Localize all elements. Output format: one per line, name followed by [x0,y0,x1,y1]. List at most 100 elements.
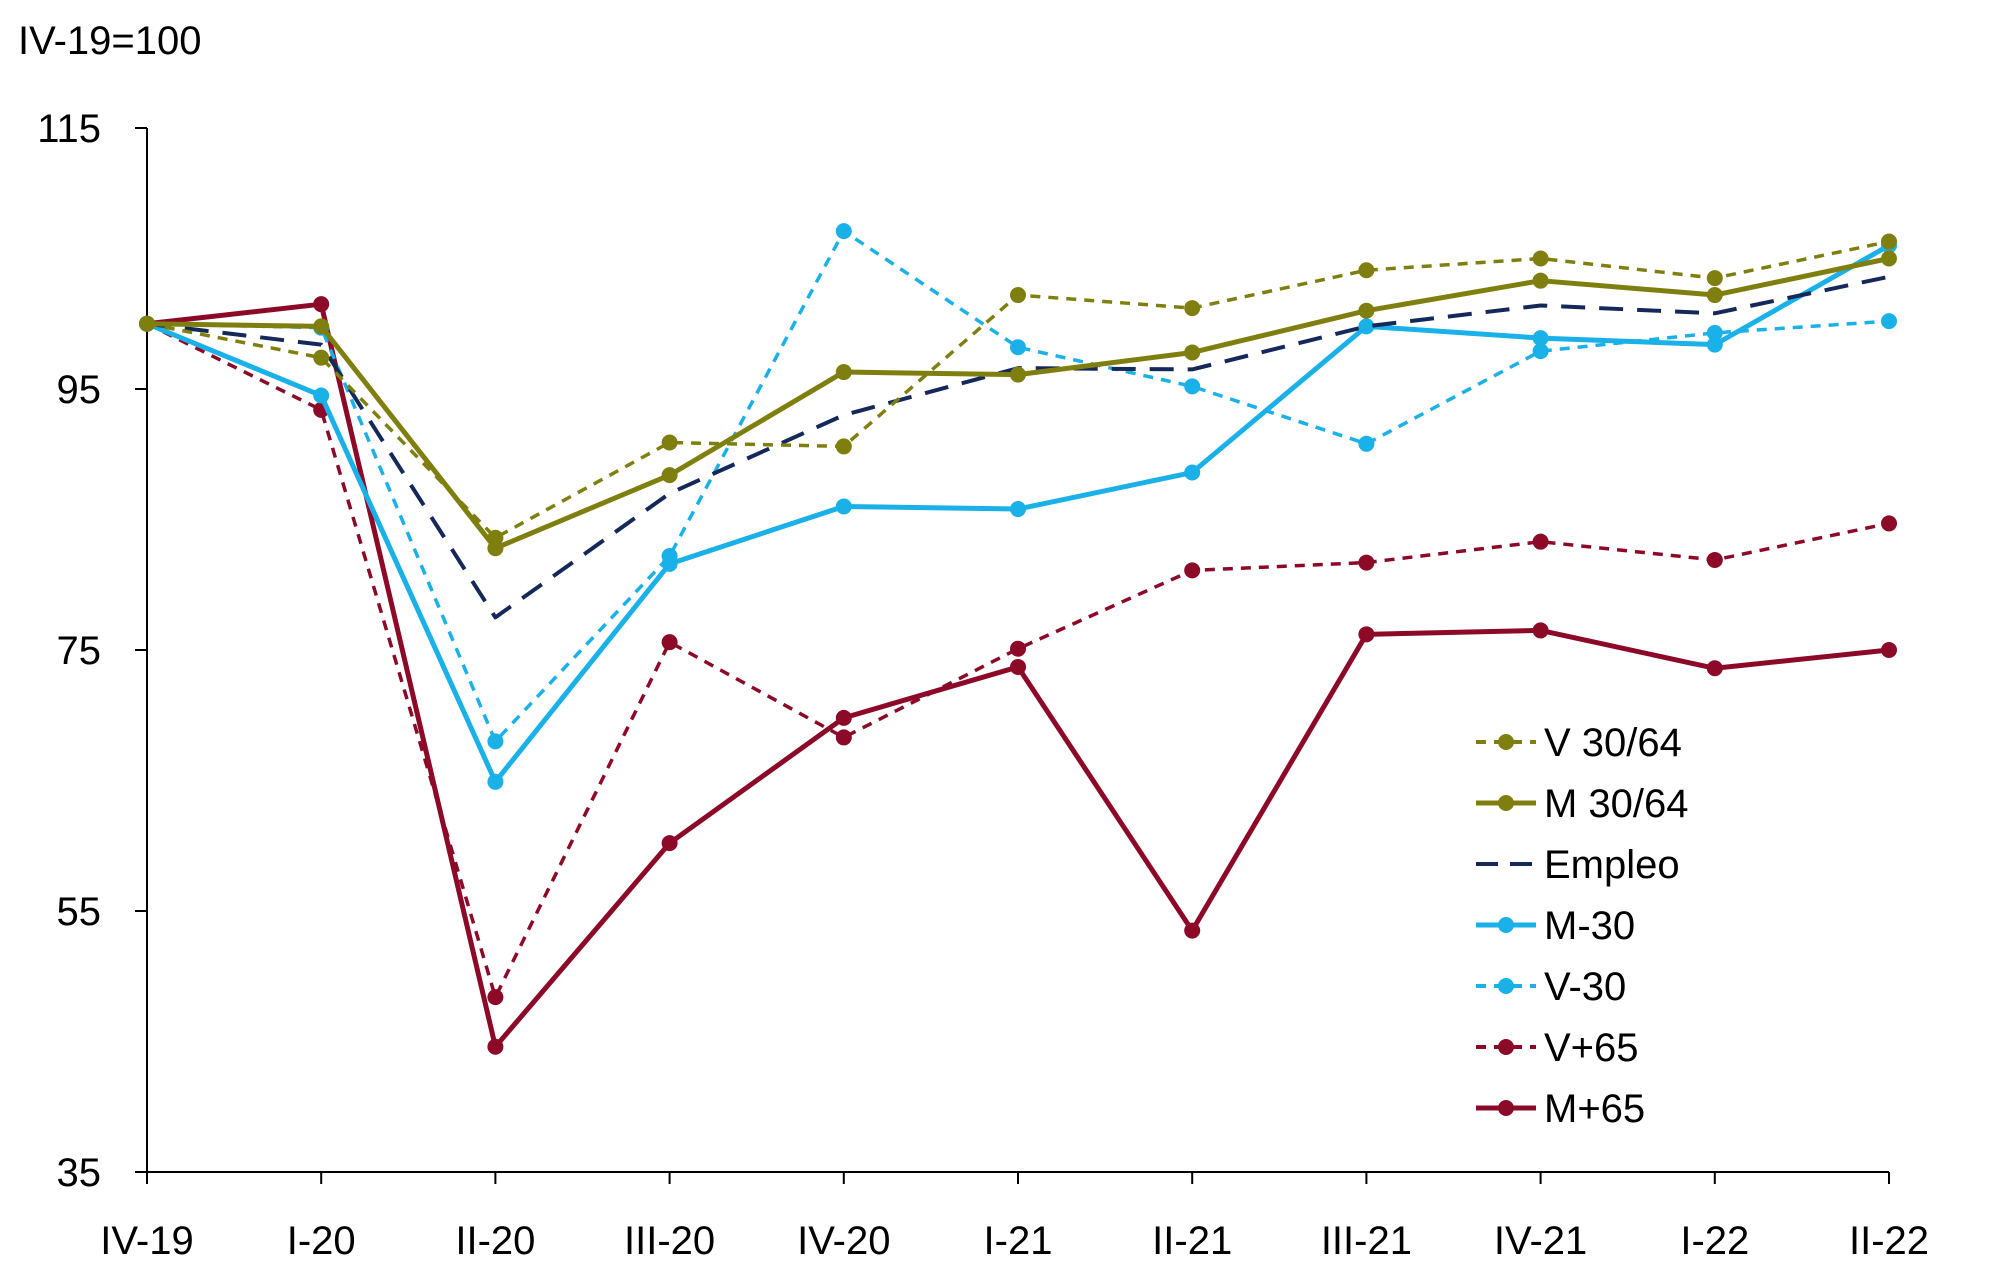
legend-marker [1498,978,1514,994]
series-line-v-30 [146,229,1890,744]
data-point [1706,287,1723,304]
data-point [1184,344,1201,361]
legend-label: M-30 [1544,904,1635,948]
y-tick-label: 35 [57,1151,102,1195]
data-point [1010,501,1026,518]
y-tick-label: 95 [57,368,102,412]
data-point [487,733,504,750]
data-point [835,729,852,746]
data-point [1532,343,1549,360]
x-tick-label: II-22 [1849,1219,1929,1263]
data-point [1358,302,1375,319]
data-point [835,709,852,726]
data-point [1010,658,1026,675]
data-point [1706,336,1723,353]
series-m-30 [139,237,1897,790]
x-tick-label: III-21 [1321,1219,1412,1263]
legend-item-m-30: M-30 [1476,904,1635,948]
data-point [1358,262,1375,279]
legend-item-v-30-64: V 30/64 [1476,721,1682,765]
legend-label: V 30/64 [1544,721,1682,765]
data-point [661,634,678,651]
data-point [487,529,504,546]
data-point [1706,551,1723,568]
data-point [139,315,155,332]
x-tick-label: III-20 [624,1219,715,1263]
data-point [1184,562,1201,579]
data-point [661,555,678,572]
y-tick-label: 115 [37,107,101,151]
data-point [1706,660,1723,677]
series-v-30-64 [139,233,1897,546]
data-point [1881,313,1897,330]
data-point [1532,272,1549,289]
data-point [661,835,678,852]
data-point [1184,464,1201,481]
data-point [1532,330,1549,347]
legend-label: M+65 [1544,1087,1645,1131]
data-point [1881,642,1897,658]
data-point [1532,250,1549,267]
legend-marker [1498,734,1514,750]
data-point [661,434,678,451]
x-tick-label: I-21 [984,1219,1053,1263]
data-point [313,349,330,366]
series-line-v-65 [146,322,1890,999]
y-tick-label: 55 [57,890,102,934]
y-axis-unit-label: IV-19=100 [18,19,202,63]
data-point [1532,622,1549,639]
x-tick-label: IV-19 [100,1219,193,1263]
data-point [1184,378,1201,395]
legend-label: M 30/64 [1544,782,1689,826]
data-point [313,296,330,313]
legend-item-v-65: V+65 [1476,1026,1639,1070]
legend-label: V+65 [1544,1026,1639,1070]
legend-marker [1498,917,1514,933]
y-axis-ticks: 35 55 75 95 115 [37,107,147,1195]
data-point [1010,640,1026,657]
data-point [487,1038,504,1055]
data-point [1881,250,1897,267]
data-point [1010,339,1026,356]
data-point [1184,300,1201,317]
series-line-empleo [146,274,1890,620]
legend-item-m-65: M+65 [1476,1087,1645,1131]
data-point [1706,324,1723,341]
x-tick-label: I-20 [287,1219,356,1263]
x-tick-label: I-22 [1680,1219,1749,1263]
data-point [1358,435,1375,452]
data-point [487,989,504,1006]
legend-marker [1498,1039,1514,1055]
data-point [1358,318,1375,335]
data-point [835,223,852,240]
legend-item-m-30-64: M 30/64 [1476,782,1689,826]
data-point [835,438,852,455]
series-layer [139,223,1897,1055]
data-point [1358,626,1375,643]
data-point [661,467,678,484]
x-axis-ticks: IV-19 I-20 II-20 III-20 IV-20 I-21 II-21 III-21… [100,1172,1929,1263]
data-point [1706,270,1723,287]
x-tick-label: IV-20 [797,1219,890,1263]
legend-label: Empleo [1544,843,1680,887]
legend-item-empleo: Empleo [1476,843,1680,887]
data-point [1881,233,1897,250]
legend-marker [1498,795,1514,811]
data-point [835,498,852,515]
y-tick-label: 75 [57,629,102,673]
legend-item-v-30: V-30 [1476,965,1626,1009]
data-point [313,318,330,335]
data-point [1532,533,1549,550]
data-point [835,364,852,381]
data-point [1010,287,1026,304]
data-point [1881,515,1897,532]
x-tick-label: II-21 [1152,1219,1232,1263]
x-tick-label: II-20 [455,1219,535,1263]
series-v-30 [139,223,1897,750]
legend-marker [1498,1100,1514,1116]
series-empleo [146,274,1890,620]
data-point [1358,554,1375,571]
data-point [487,773,504,790]
series-m-30-64 [139,250,1897,557]
